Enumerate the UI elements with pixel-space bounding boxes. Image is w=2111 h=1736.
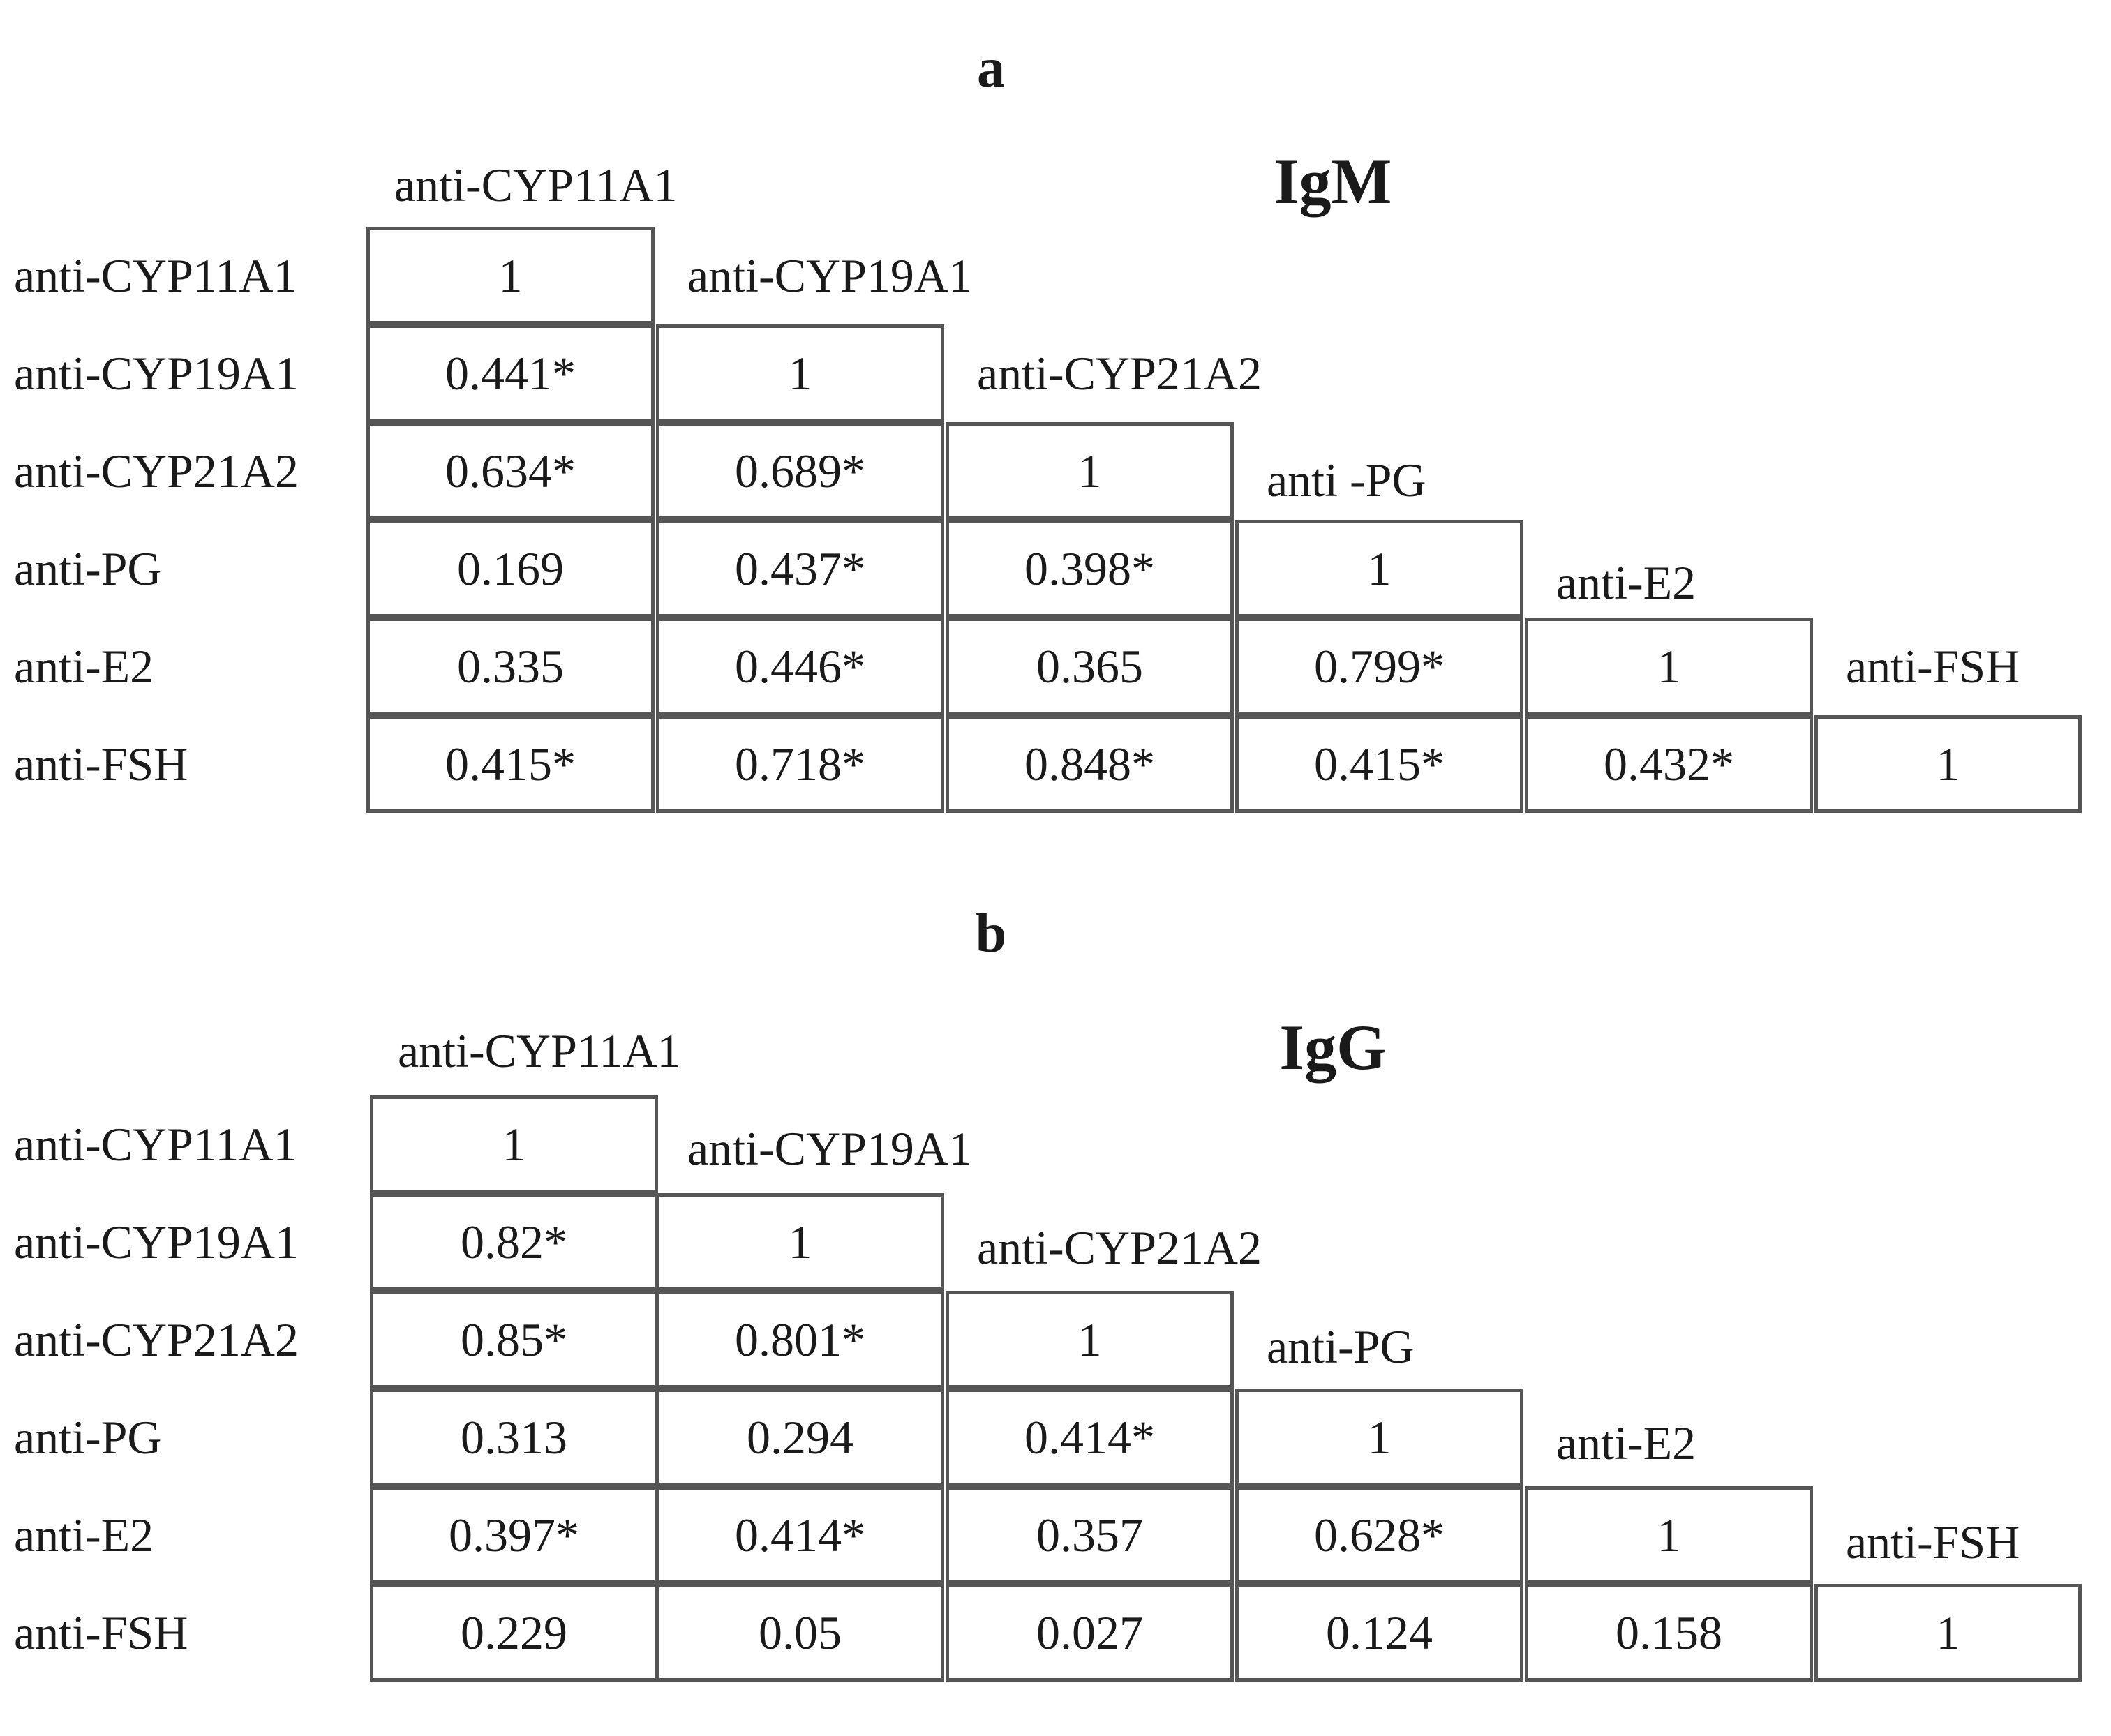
table-cell: 0.398* <box>946 520 1234 618</box>
panel-letter: a <box>977 38 1005 99</box>
row-label: anti-CYP11A1 <box>14 249 297 302</box>
panel-a-igm: a IgM anti-CYP11A1 anti-CYP19A1 anti-CYP… <box>0 0 2111 858</box>
table-cell: 0.415* <box>1235 715 1523 813</box>
table-cell: 0.85* <box>370 1291 658 1389</box>
row-label: anti-CYP21A2 <box>14 1313 299 1366</box>
table-cell: 0.294 <box>656 1389 944 1486</box>
table-cell: 0.799* <box>1235 618 1523 715</box>
row-label: anti-CYP19A1 <box>14 347 299 400</box>
table-cell: 0.229 <box>370 1584 658 1682</box>
col-label: anti-E2 <box>1556 556 1696 609</box>
table-cell: 0.446* <box>656 618 944 715</box>
table-cell: 1 <box>656 1193 944 1291</box>
table-cell: 0.027 <box>946 1584 1234 1682</box>
table-cell: 1 <box>1235 520 1523 618</box>
table-cell: 0.124 <box>1235 1584 1523 1682</box>
table-cell: 0.628* <box>1235 1486 1523 1584</box>
col-label: anti-CYP19A1 <box>687 1122 972 1175</box>
table-cell: 0.441* <box>366 324 655 422</box>
panel-title: IgG <box>1279 1012 1387 1083</box>
row-label: anti-CYP19A1 <box>14 1215 299 1269</box>
panel-letter: b <box>975 903 1007 964</box>
col-label: anti-CYP21A2 <box>977 347 1262 400</box>
table-cell: 1 <box>1525 618 1813 715</box>
table-cell: 0.169 <box>366 520 655 618</box>
row-label: anti-FSH <box>14 738 188 791</box>
table-cell: 0.365 <box>946 618 1234 715</box>
table-cell: 0.437* <box>656 520 944 618</box>
row-label: anti-CYP21A2 <box>14 444 299 497</box>
table-cell: 0.357 <box>946 1486 1234 1584</box>
table-cell: 0.414* <box>656 1486 944 1584</box>
row-label: anti-E2 <box>14 640 154 693</box>
col-label: anti-E2 <box>1556 1416 1696 1469</box>
col-label: anti-CYP21A2 <box>977 1221 1262 1274</box>
table-cell: 1 <box>1235 1389 1523 1486</box>
table-cell: 0.432* <box>1525 715 1813 813</box>
table-cell: 0.848* <box>946 715 1234 813</box>
col-label: anti-CYP19A1 <box>687 249 972 302</box>
table-cell: 0.689* <box>656 422 944 520</box>
table-cell: 0.634* <box>366 422 655 520</box>
table-cell: 0.158 <box>1525 1584 1813 1682</box>
table-cell: 1 <box>1525 1486 1813 1584</box>
col-label: anti-PG <box>1267 1320 1415 1373</box>
col-label: anti -PG <box>1267 454 1426 507</box>
row-label: anti-E2 <box>14 1509 154 1562</box>
col-label: anti-CYP11A1 <box>398 1024 681 1077</box>
table-cell: 0.05 <box>656 1584 944 1682</box>
table-cell: 1 <box>946 422 1234 520</box>
table-cell: 1 <box>370 1095 658 1193</box>
table-cell: 1 <box>1814 715 2082 813</box>
row-label: anti-PG <box>14 1411 162 1464</box>
panel-title: IgM <box>1274 146 1392 217</box>
table-cell: 0.414* <box>946 1389 1234 1486</box>
row-label: anti-PG <box>14 542 162 595</box>
table-cell: 1 <box>366 227 655 324</box>
table-cell: 0.82* <box>370 1193 658 1291</box>
table-cell: 0.718* <box>656 715 944 813</box>
table-cell: 1 <box>946 1291 1234 1389</box>
table-cell: 0.335 <box>366 618 655 715</box>
table-cell: 0.397* <box>370 1486 658 1584</box>
col-label: anti-FSH <box>1846 1516 2020 1569</box>
col-label: anti-CYP11A1 <box>394 158 678 211</box>
table-cell: 0.313 <box>370 1389 658 1486</box>
row-label: anti-FSH <box>14 1606 188 1659</box>
col-label: anti-FSH <box>1846 640 2020 693</box>
row-label: anti-CYP11A1 <box>14 1118 297 1171</box>
table-cell: 1 <box>656 324 944 422</box>
table-cell: 0.415* <box>366 715 655 813</box>
panel-b-igg: b IgG anti-CYP11A1 anti-CYP19A1 anti-CYP… <box>0 878 2111 1736</box>
table-cell: 0.801* <box>656 1291 944 1389</box>
table-cell: 1 <box>1814 1584 2082 1682</box>
